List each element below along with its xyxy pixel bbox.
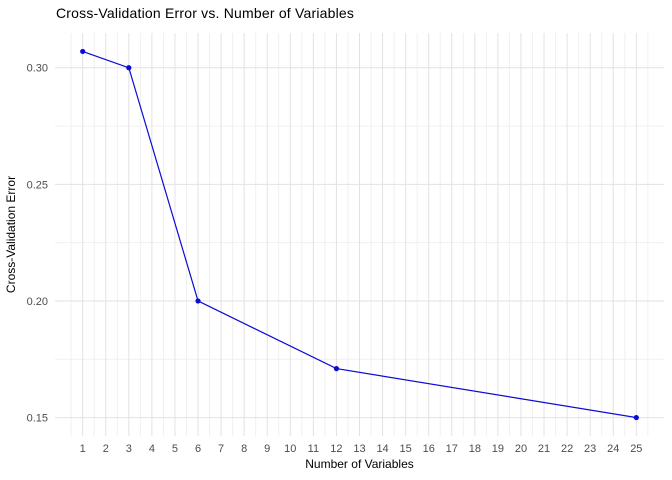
x-tick-label: 20 [515, 443, 527, 455]
data-point [333, 366, 340, 372]
x-tick-label: 2 [103, 443, 109, 455]
x-tick-label: 11 [308, 443, 319, 455]
x-tick-label: 18 [469, 443, 481, 455]
data-point [633, 414, 639, 421]
data-point [195, 298, 201, 304]
x-tick-label: 9 [264, 443, 270, 455]
y-axis-title: Cross-Validation Error [4, 176, 18, 293]
x-tick-label: 25 [630, 443, 642, 455]
x-tick-label: 19 [492, 443, 504, 455]
x-tick-label: 5 [172, 443, 178, 455]
data-point [80, 48, 86, 55]
x-tick-label: 6 [195, 443, 201, 455]
x-tick-label: 16 [423, 443, 435, 455]
x-tick-label: 13 [353, 443, 365, 455]
x-tick-label: 24 [607, 443, 619, 455]
x-tick-label: 15 [400, 443, 412, 455]
x-tick-label: 14 [376, 443, 388, 455]
x-tick-label: 3 [126, 443, 132, 455]
x-tick-label: 21 [538, 443, 550, 455]
chart-title: Cross-Validation Error vs. Number of Var… [56, 5, 355, 21]
y-tick-label: 0.25 [27, 179, 48, 191]
y-tick-label: 0.30 [27, 63, 48, 75]
x-tick-label: 8 [241, 443, 247, 455]
x-tick-label: 17 [446, 443, 458, 455]
x-tick-label: 23 [584, 443, 596, 455]
x-tick-label: 10 [284, 443, 296, 455]
x-tick-label: 7 [218, 443, 224, 455]
x-tick-label: 12 [330, 443, 342, 455]
y-tick-label: 0.15 [27, 413, 48, 425]
x-tick-label: 1 [80, 443, 86, 455]
y-tick-label: 0.20 [27, 296, 48, 308]
x-tick-label: 22 [561, 443, 573, 455]
data-point [126, 65, 132, 71]
x-axis-title: Number of Variables [305, 457, 414, 471]
x-tick-label: 4 [149, 443, 155, 455]
